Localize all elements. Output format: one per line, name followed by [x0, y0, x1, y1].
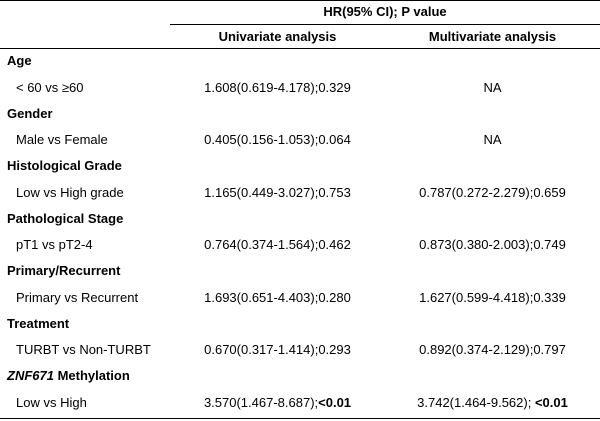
multivariate-value-gender: NA: [483, 132, 502, 147]
header-span-rule: [170, 24, 600, 25]
group-title-gender: Gender: [7, 106, 53, 121]
group-title-primary-recurrent: Primary/Recurrent: [7, 263, 121, 278]
univariate-hr-ci: 3.570(1.467-8.687);: [203, 395, 319, 410]
group-title-pathological-stage: Pathological Stage: [7, 211, 124, 226]
row-label-pathological-stage: pT1 vs pT2-4: [16, 237, 93, 252]
univariate-value-primary-recurrent: 1.693(0.651-4.403);0.280: [204, 290, 351, 305]
multivariate-value-pathological-stage: 0.873(0.380-2.003);0.749: [419, 237, 566, 252]
row-label-gender: Male vs Female: [16, 132, 108, 147]
column-header-multivariate: Multivariate analysis: [428, 29, 557, 44]
column-header-univariate: Univariate analysis: [218, 29, 337, 44]
row-label-histological-grade: Low vs High grade: [16, 185, 124, 200]
univariate-value-pathological-stage: 0.764(0.374-1.564);0.462: [204, 237, 351, 252]
gene-name: ZNF671: [7, 368, 54, 383]
row-label-primary-recurrent: Primary vs Recurrent: [16, 290, 139, 305]
multivariate-value-age: NA: [483, 80, 502, 95]
group-title-histological-grade: Histological Grade: [7, 158, 122, 173]
multivariate-value-histological-grade: 0.787(0.272-2.279);0.659: [419, 185, 566, 200]
row-label-methylation: Low vs High: [16, 395, 87, 410]
header-bottom-rule: [0, 48, 600, 49]
group-title-treatment: Treatment: [7, 316, 70, 331]
univariate-value-histological-grade: 1.165(0.449-3.027);0.753: [204, 185, 351, 200]
univariate-value-gender: 0.405(0.156-1.053);0.064: [204, 132, 351, 147]
row-label-treatment: TURBT vs Non-TURBT: [16, 342, 151, 357]
univariate-value-methylation: 3.570(1.467-8.687);<0.01: [170, 395, 385, 411]
multivariate-value-primary-recurrent: 1.627(0.599-4.418);0.339: [419, 290, 566, 305]
multivariate-p-value: <0.01: [534, 395, 568, 410]
multivariate-value-treatment: 0.892(0.374-2.129);0.797: [419, 342, 566, 357]
group-title-znf671-methylation: ZNF671 Methylation: [7, 368, 130, 384]
univariate-p-value: <0.01: [318, 395, 352, 410]
multivariate-hr-ci: 3.742(1.464-9.562);: [417, 395, 535, 410]
group-title-suffix: Methylation: [53, 368, 130, 383]
group-title-age: Age: [7, 53, 32, 68]
top-rule: [0, 0, 600, 1]
header-span-title: HR(95% CI); P value: [323, 4, 447, 19]
multivariate-value-methylation: 3.742(1.464-9.562); <0.01: [385, 395, 600, 411]
bottom-rule: [0, 418, 600, 419]
univariate-value-age: 1.608(0.619-4.178);0.329: [204, 80, 351, 95]
row-label-age: < 60 vs ≥60: [16, 80, 84, 95]
univariate-value-treatment: 0.670(0.317-1.414);0.293: [204, 342, 351, 357]
